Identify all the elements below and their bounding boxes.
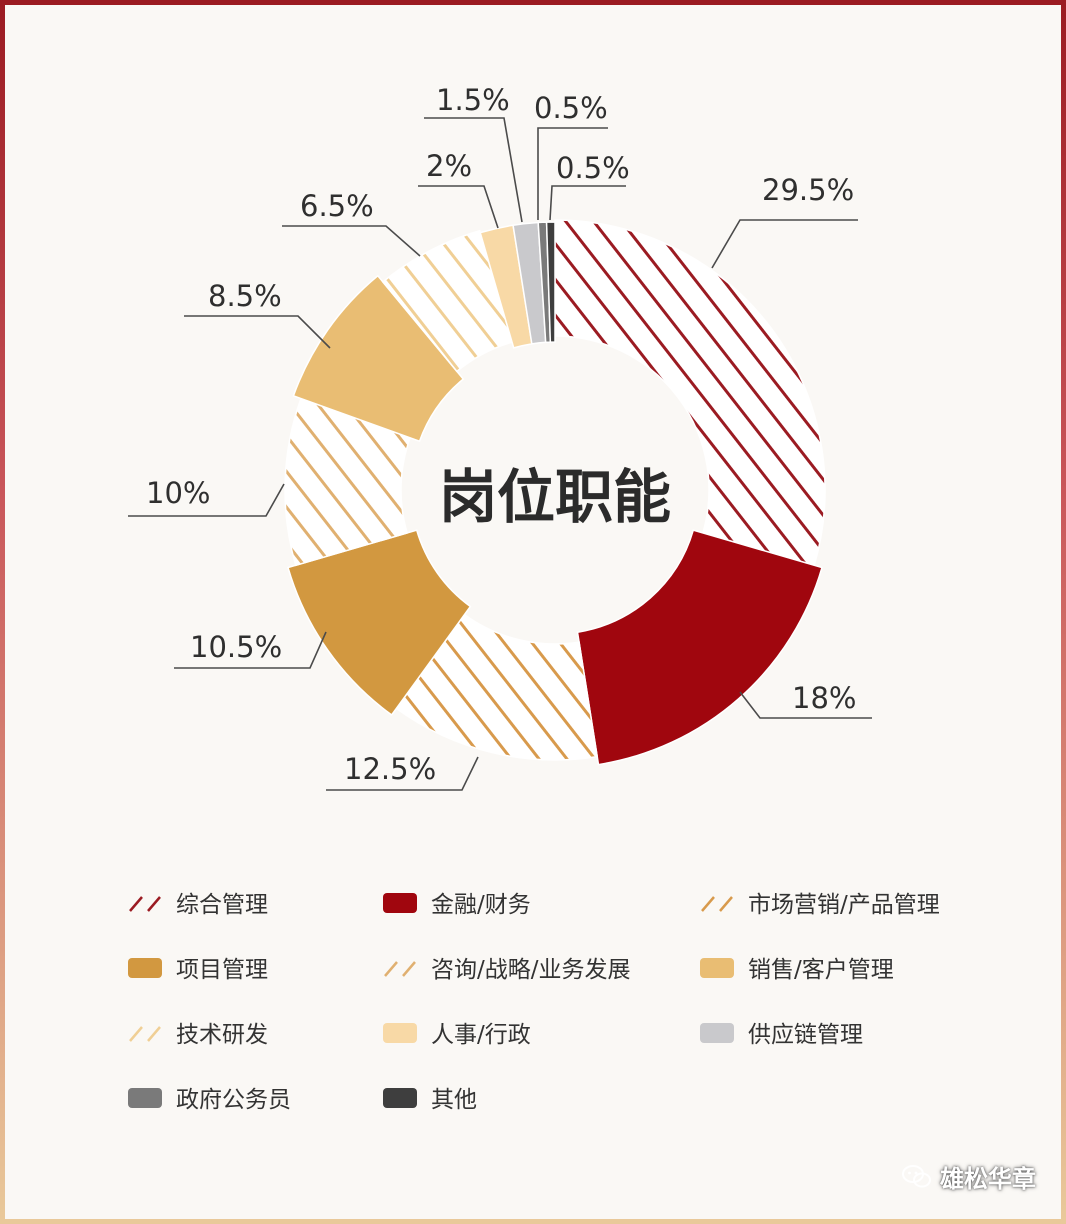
legend-label: 市场营销/产品管理: [748, 892, 940, 918]
slice-1-金融/财务: [576, 529, 823, 766]
legend-label: 项目管理: [176, 957, 268, 983]
slice-3-项目管理: [287, 529, 472, 716]
legend-label: 金融/财务: [431, 892, 531, 918]
leader-line: [184, 315, 331, 349]
legend-item: 销售/客户管理: [700, 957, 894, 983]
legend-swatch: [128, 958, 162, 978]
legend-item: 咨询/战略/业务发展: [384, 957, 631, 983]
legend-swatch: [700, 1023, 734, 1043]
leader-line: [418, 185, 499, 229]
slice-5-销售/客户管理: [292, 274, 465, 443]
legend-swatch: [383, 893, 417, 913]
leader-lines: [128, 117, 872, 791]
leader-line: [711, 219, 858, 269]
legend-swatch-hatch: [129, 896, 161, 912]
leader-line: [326, 756, 479, 791]
chart-title: 岗位职能: [439, 463, 671, 531]
percent-label: 1.5%: [436, 83, 510, 117]
percent-label: 0.5%: [556, 151, 630, 185]
percent-label: 6.5%: [300, 189, 374, 223]
percent-label: 10%: [146, 476, 210, 510]
legend-item: 人事/行政: [383, 1022, 531, 1048]
slice-10-其他: [545, 221, 556, 343]
wechat-icon: [902, 1164, 931, 1187]
legend-item: 政府公务员: [128, 1087, 291, 1113]
legend-label: 其他: [431, 1087, 477, 1113]
legend-swatch: [128, 1088, 162, 1108]
leader-line: [424, 117, 523, 223]
legend-swatch: [700, 958, 734, 978]
legend-item: 其他: [383, 1087, 477, 1113]
legend-item: 技术研发: [129, 1022, 268, 1048]
legend-label: 综合管理: [176, 892, 268, 918]
legend-label: 人事/行政: [431, 1022, 531, 1048]
leader-line: [174, 631, 327, 669]
percent-label: 12.5%: [344, 752, 436, 786]
leader-line: [739, 691, 872, 719]
percent-label: 2%: [426, 149, 472, 183]
percent-label: 18%: [792, 681, 856, 715]
leader-line: [128, 483, 285, 517]
legend-label: 技术研发: [176, 1022, 268, 1048]
watermark: 雄松华章: [902, 1159, 1036, 1194]
slice-6-技术研发: [381, 229, 513, 373]
legend-item: 供应链管理: [700, 1022, 863, 1048]
percent-label: 0.5%: [534, 91, 608, 125]
legend-label: 供应链管理: [748, 1022, 863, 1048]
slice-0-综合管理: [554, 219, 826, 567]
legend-swatch-hatch: [701, 896, 733, 912]
legend-label: 咨询/战略/业务发展: [431, 957, 631, 983]
legend-label: 政府公务员: [176, 1087, 291, 1113]
leader-line: [537, 127, 608, 220]
legend-item: 金融/财务: [383, 892, 531, 918]
legend-item: 项目管理: [128, 957, 268, 983]
percent-label: 10.5%: [190, 630, 282, 664]
leader-line: [282, 225, 421, 257]
legend-label: 销售/客户管理: [748, 957, 894, 983]
legend-swatch: [383, 1088, 417, 1108]
percent-label: 29.5%: [762, 173, 854, 207]
legend-item: 综合管理: [129, 892, 268, 918]
leader-line: [549, 185, 626, 221]
percent-labels: 29.5% 18% 12.5% 10.5% 10% 8.5% 6.5% 2% 1.5% 0.5% 0…: [146, 83, 856, 786]
watermark-text: 雄松华章: [940, 1165, 1036, 1193]
legend-swatch: [383, 1023, 417, 1043]
donut-slices: [284, 219, 826, 766]
percent-label: 8.5%: [208, 279, 282, 313]
legend-swatch-hatch: [129, 1026, 161, 1042]
legend-item: 市场营销/产品管理: [701, 892, 940, 918]
legend-swatch-hatch: [384, 961, 416, 977]
